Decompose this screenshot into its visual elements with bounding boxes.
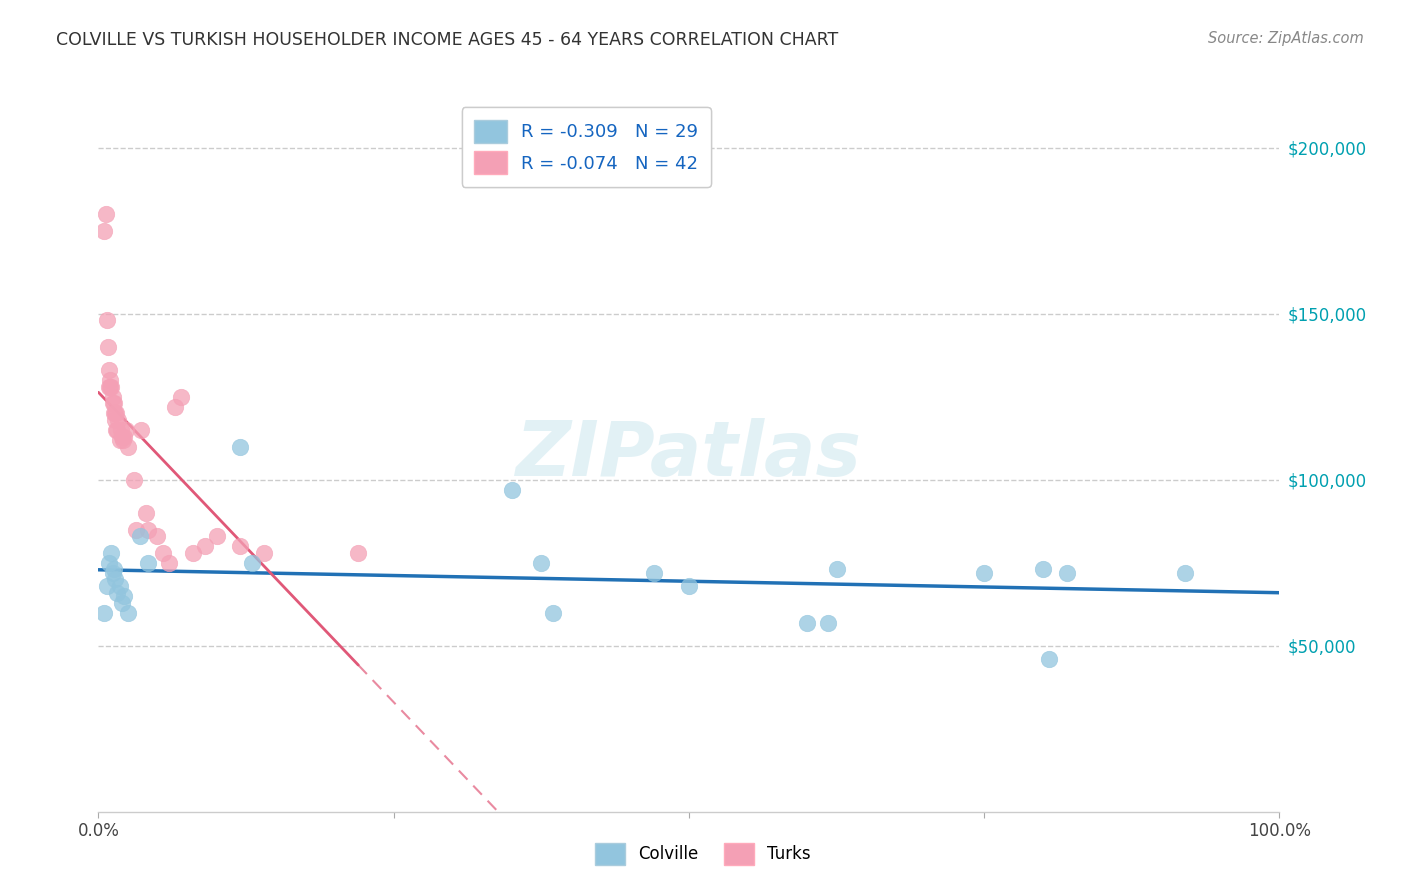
Point [103, 396, 125, 410]
Text: ZIPatlas: ZIPatlas [516, 418, 862, 491]
Point [1032, 562, 1054, 576]
Point [93, 606, 115, 620]
Point [122, 473, 145, 487]
Point [105, 423, 128, 437]
Point [112, 589, 135, 603]
Point [157, 556, 180, 570]
Point [253, 546, 276, 560]
Point [170, 390, 193, 404]
Point [817, 615, 839, 630]
Text: Source: ZipAtlas.com: Source: ZipAtlas.com [1208, 31, 1364, 46]
Point [194, 539, 217, 553]
Point [96, 313, 118, 327]
Point [165, 400, 187, 414]
Point [98, 556, 121, 570]
Point [101, 390, 124, 404]
Point [825, 562, 848, 576]
Point [229, 539, 252, 553]
Point [107, 413, 129, 427]
Legend: Colville, Turks: Colville, Turks [585, 833, 821, 875]
Point [146, 529, 169, 543]
Point [678, 579, 700, 593]
Point [181, 546, 204, 560]
Point [136, 523, 159, 537]
Point [104, 406, 127, 420]
Point [136, 556, 159, 570]
Point [229, 440, 252, 454]
Point [111, 596, 134, 610]
Legend: R = -0.309   N = 29, R = -0.074   N = 42: R = -0.309 N = 29, R = -0.074 N = 42 [461, 107, 711, 187]
Point [101, 566, 124, 580]
Point [112, 433, 135, 447]
Point [103, 562, 125, 576]
Point [104, 573, 127, 587]
Point [105, 406, 128, 420]
Point [530, 556, 553, 570]
Point [796, 615, 818, 630]
Point [128, 529, 150, 543]
Point [501, 483, 523, 497]
Point [105, 423, 128, 437]
Point [105, 585, 128, 599]
Point [129, 423, 152, 437]
Point [541, 606, 564, 620]
Point [1174, 566, 1197, 580]
Point [112, 430, 135, 444]
Point [1056, 566, 1078, 580]
Point [96, 579, 118, 593]
Point [98, 380, 121, 394]
Point [94, 207, 117, 221]
Point [117, 440, 139, 454]
Point [97, 340, 120, 354]
Point [240, 556, 263, 570]
Point [117, 606, 139, 620]
Point [98, 373, 121, 387]
Point [347, 546, 370, 560]
Point [103, 406, 125, 420]
Point [205, 529, 228, 543]
Point [100, 380, 122, 394]
Point [135, 506, 157, 520]
Point [1038, 652, 1060, 666]
Point [98, 380, 121, 394]
Point [114, 423, 136, 437]
Point [98, 363, 121, 377]
Point [104, 413, 127, 427]
Point [100, 546, 122, 560]
Text: COLVILLE VS TURKISH HOUSEHOLDER INCOME AGES 45 - 64 YEARS CORRELATION CHART: COLVILLE VS TURKISH HOUSEHOLDER INCOME A… [56, 31, 838, 49]
Point [152, 546, 174, 560]
Point [93, 224, 115, 238]
Point [108, 579, 131, 593]
Point [101, 396, 124, 410]
Point [111, 430, 134, 444]
Point [643, 566, 665, 580]
Point [110, 423, 132, 437]
Point [973, 566, 995, 580]
Point [125, 523, 148, 537]
Point [108, 433, 131, 447]
